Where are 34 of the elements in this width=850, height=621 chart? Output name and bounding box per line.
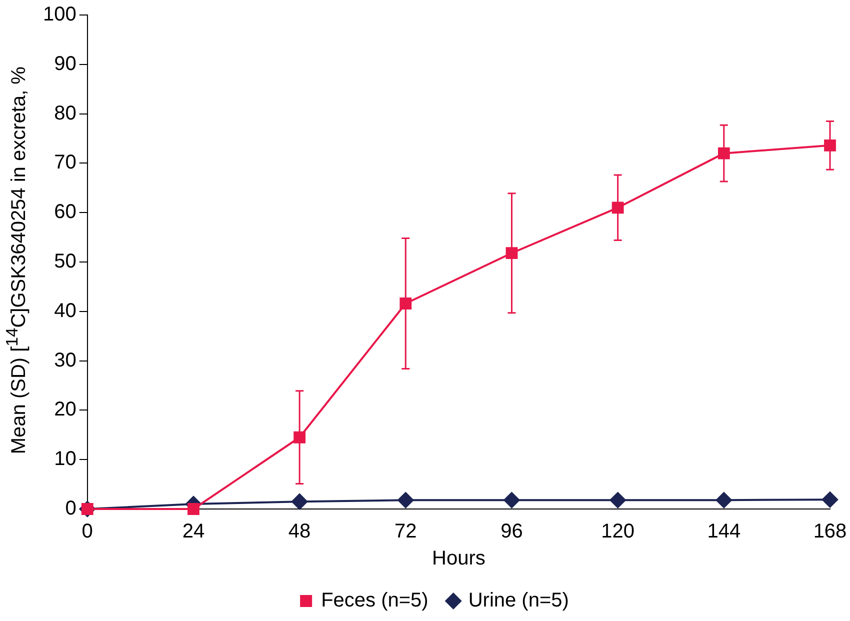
point: [718, 147, 730, 160]
y-tick-label: 40: [54, 300, 76, 322]
y-tick-label: 20: [54, 398, 76, 421]
y-tick-label: 100: [42, 4, 76, 26]
x-tick-label: 96: [500, 520, 523, 543]
y-tick-label: 30: [54, 349, 76, 372]
x-tick-label: 120: [601, 520, 635, 543]
x-tick-label: 72: [394, 520, 417, 543]
y-tick-label: 90: [54, 52, 76, 75]
point: [612, 202, 624, 214]
point: [716, 492, 732, 508]
y-tick-label: 10: [54, 448, 76, 470]
x-tick-label: 24: [182, 520, 205, 543]
x-tick-label: 144: [707, 520, 741, 543]
point: [610, 492, 626, 508]
y-tick-label: 50: [54, 250, 76, 273]
y-tick-label: 80: [54, 102, 76, 124]
legend-label: Feces (n=5): [321, 590, 428, 612]
y-tick-label: 70: [54, 152, 76, 174]
legend-label: Urine (n=5): [468, 590, 569, 612]
point: [292, 494, 308, 510]
x-tick-label: 48: [288, 520, 311, 543]
point: [822, 492, 838, 508]
point: [400, 298, 412, 310]
x-tick-label: 0: [82, 520, 93, 543]
point: [398, 492, 414, 508]
x-axis-title: Hours: [432, 548, 486, 570]
x-tick-label: 168: [813, 520, 847, 543]
point: [294, 431, 306, 444]
point: [504, 492, 520, 508]
point: [824, 139, 836, 152]
y-tick-label: 0: [65, 498, 76, 520]
y-tick-label: 60: [54, 201, 76, 224]
point: [188, 503, 200, 515]
